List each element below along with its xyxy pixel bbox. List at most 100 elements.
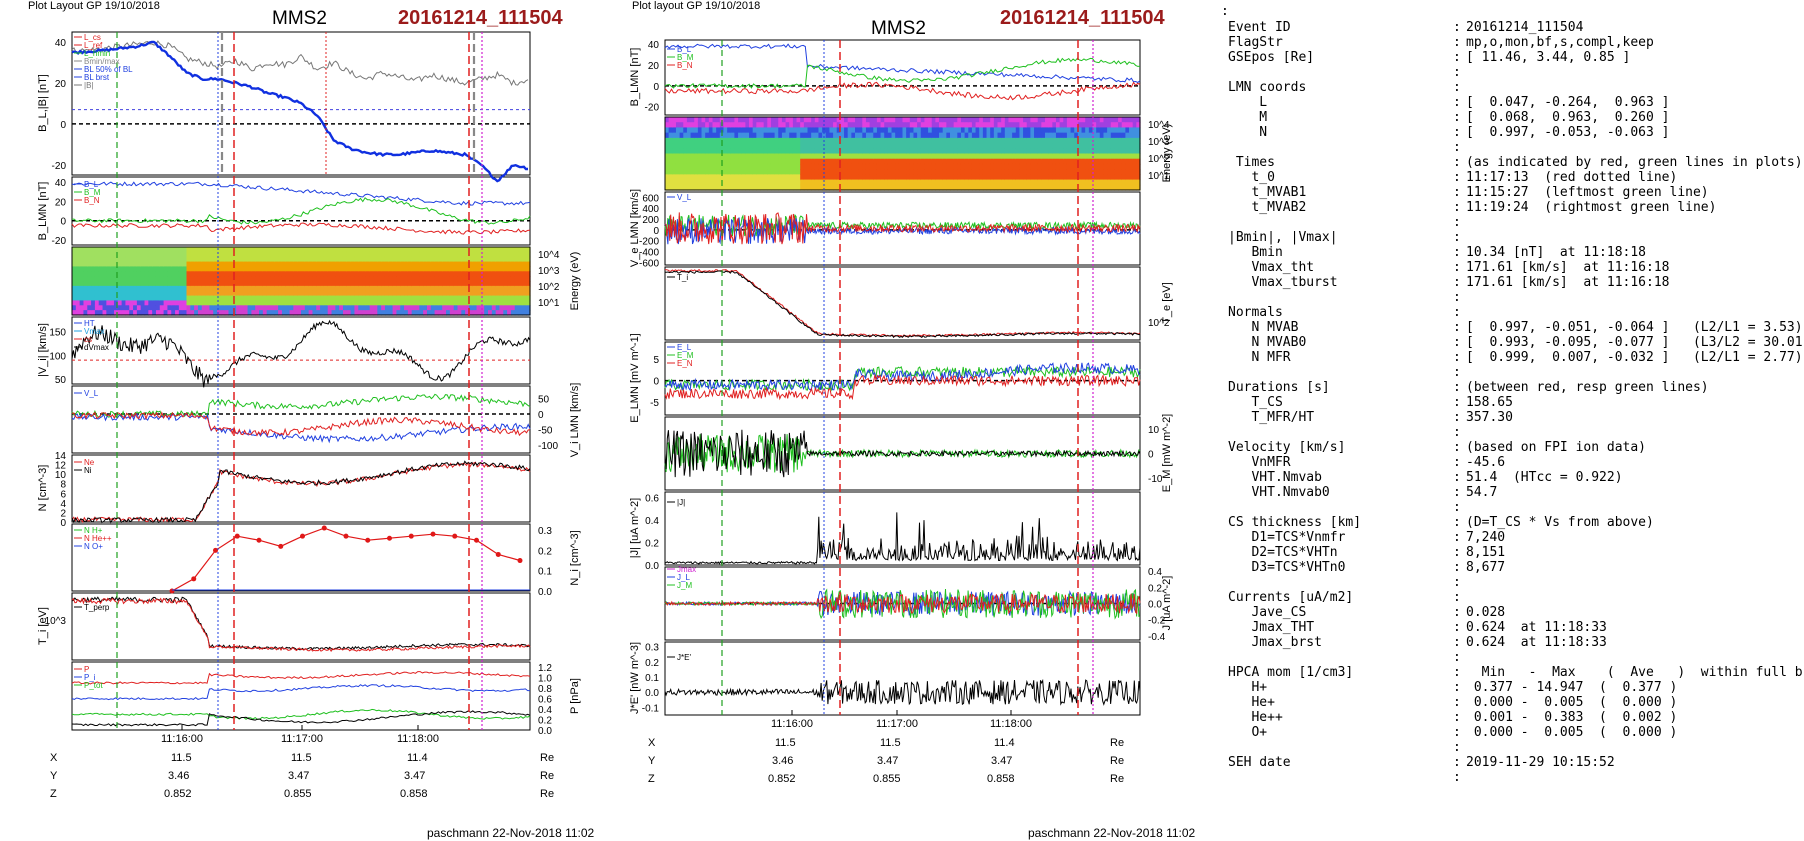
spectrogram-cell xyxy=(205,276,210,282)
spectrogram-cell xyxy=(745,122,750,129)
spectrogram-cell xyxy=(1125,163,1130,170)
spectrogram-cell xyxy=(365,285,371,292)
spectrogram-cell xyxy=(807,127,812,134)
mid-eph-x-v1: 11.5 xyxy=(775,737,796,749)
spectrogram-cell xyxy=(796,163,801,170)
spectrogram-cell xyxy=(274,261,279,268)
info-value: 158.65 xyxy=(1466,395,1513,410)
spectrogram-cell xyxy=(400,271,405,277)
spectrogram-cell xyxy=(453,310,459,316)
spectrogram-cell xyxy=(1125,148,1130,155)
spectrogram-cell xyxy=(301,261,306,268)
spectrogram-cell xyxy=(675,174,681,181)
spectrogram-cell xyxy=(499,290,504,297)
spectrogram-cell xyxy=(194,310,199,316)
spectrogram-cell xyxy=(423,285,428,292)
spectrogram-cell xyxy=(1085,143,1090,149)
spectrogram-cell xyxy=(522,300,527,306)
spectrogram-cell xyxy=(811,169,816,175)
spectrogram-cell xyxy=(354,251,359,258)
spectrogram-cell xyxy=(320,300,325,306)
spectrogram-cell xyxy=(446,290,451,297)
spectrogram-cell xyxy=(289,276,294,282)
spectrogram-cell xyxy=(745,169,750,175)
spectrogram-cell xyxy=(1132,158,1137,165)
spectrogram-cell xyxy=(1085,117,1090,123)
spectrogram-cell xyxy=(247,285,252,292)
spectrogram-cell xyxy=(741,132,746,139)
spectrogram-cell xyxy=(781,179,787,186)
spectrogram-cell xyxy=(213,251,218,258)
spectrogram-cell xyxy=(262,271,268,277)
spectrogram-cell xyxy=(110,285,115,292)
spectrogram-cell xyxy=(917,137,922,144)
spectrogram-cell xyxy=(491,266,497,272)
info-label: He++ xyxy=(1228,710,1283,725)
spectrogram-cell xyxy=(1074,143,1079,149)
spectrogram-cell xyxy=(683,174,688,181)
spectrogram-cell xyxy=(1001,163,1006,170)
middle-panel-frame-1 xyxy=(664,116,1141,191)
spectrogram-cell xyxy=(1063,117,1068,123)
spectrogram-cell xyxy=(224,276,230,282)
spectrogram-cell xyxy=(148,276,153,282)
spectrogram-cell xyxy=(83,290,88,297)
spectrogram-cell xyxy=(228,295,233,302)
spectrogram-cell xyxy=(917,127,922,134)
spectrogram-cell xyxy=(789,137,794,144)
spectrogram-cell xyxy=(1008,143,1013,149)
spectrogram-cell xyxy=(697,143,703,149)
spectrogram-cell xyxy=(404,285,409,292)
spectrogram-cell xyxy=(72,276,77,282)
spectrogram-cell xyxy=(778,158,783,165)
spectrogram-cell xyxy=(331,281,336,287)
spectrogram-cell xyxy=(876,158,882,165)
spectrogram-cell xyxy=(106,281,111,287)
spectrogram-cell xyxy=(457,271,462,277)
spectrogram-cell xyxy=(499,271,504,277)
spectrogram-cell xyxy=(144,247,149,253)
spectrogram-cell xyxy=(266,285,272,292)
spectrogram-cell xyxy=(960,184,966,191)
spectrogram-cell xyxy=(400,247,405,253)
spectrogram-cell xyxy=(259,281,264,287)
spectrogram-cell xyxy=(152,266,157,272)
left-panel-frame-0 xyxy=(71,31,531,176)
spectrogram-cell xyxy=(807,143,812,149)
spectrogram-cell xyxy=(847,153,852,160)
spectrogram-cell xyxy=(665,153,670,160)
spectrogram-cell xyxy=(297,251,302,258)
spectrogram-cell xyxy=(297,290,302,297)
left-eph-z-v3: 0.858 xyxy=(400,788,428,800)
spectrogram-cell xyxy=(106,271,111,277)
spectrogram-cell xyxy=(430,295,436,302)
spectrogram-cell xyxy=(752,137,757,144)
spectrogram-cell xyxy=(236,276,241,282)
spectrogram-cell xyxy=(331,295,336,302)
spectrogram-cell xyxy=(840,163,845,170)
spectrogram-cell xyxy=(163,305,169,311)
spectrogram-cell xyxy=(763,163,768,170)
spectrogram-cell xyxy=(377,251,382,258)
spectrogram-cell xyxy=(935,143,940,149)
spectrogram-cell xyxy=(415,290,420,297)
spectrogram-cell xyxy=(679,169,684,175)
spectrogram-cell xyxy=(335,261,340,268)
spectrogram-cell xyxy=(796,174,801,181)
spectrogram-cell xyxy=(133,300,138,306)
spectrogram-cell xyxy=(1001,132,1006,139)
spectrogram-cell xyxy=(91,247,96,253)
spectrogram-cell xyxy=(465,251,470,258)
spectrogram-cell xyxy=(79,271,85,277)
spectrogram-cell xyxy=(990,127,995,134)
spectrogram-cell xyxy=(209,247,214,253)
spectrogram-cell xyxy=(308,285,314,292)
spectrogram-cell xyxy=(668,137,673,144)
spectrogram-cell xyxy=(388,305,394,311)
spectrogram-cell xyxy=(472,256,478,263)
spectrogram-cell xyxy=(110,276,115,282)
spectrogram-cell xyxy=(694,143,699,149)
spectrogram-cell xyxy=(247,266,252,272)
spectrogram-cell xyxy=(488,285,493,292)
spectrogram-cell xyxy=(449,310,455,316)
